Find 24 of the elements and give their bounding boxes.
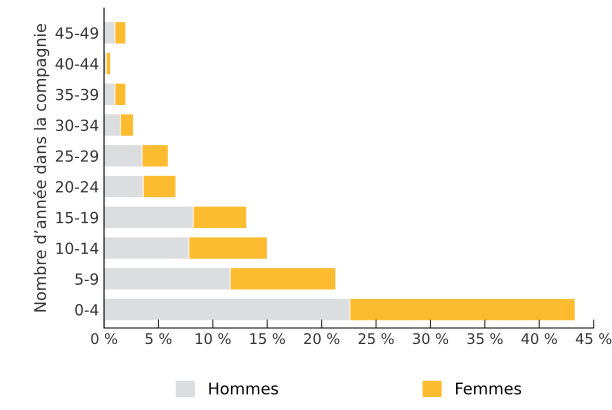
y-axis-title: Nombre d’année dans la compagnie xyxy=(33,24,50,312)
x-tick-label: 25 % xyxy=(358,333,394,344)
x-tick-label: 30 % xyxy=(413,333,448,344)
x-tick-label: 10 % xyxy=(196,333,231,344)
y-tick-label: 0-4 xyxy=(75,304,98,316)
legend-label: Femmes xyxy=(456,382,522,395)
x-tick-label: 0 % xyxy=(91,333,118,344)
y-tick-label: 5-9 xyxy=(75,273,98,285)
legend-label: Hommes xyxy=(209,382,278,395)
y-tick-label: 25-29 xyxy=(56,150,98,162)
y-tick-label: 40-44 xyxy=(56,58,98,70)
x-tick-label: 40 % xyxy=(521,333,557,344)
bar xyxy=(106,52,111,76)
x-tick-label: 5 % xyxy=(146,333,172,344)
x-tick-label: 45 % xyxy=(576,333,612,344)
x-tick-label: 35 % xyxy=(467,333,503,344)
y-tick-label: 30-34 xyxy=(56,120,98,132)
y-tick-label: 20-24 xyxy=(56,181,98,193)
y-tick-label: 15-19 xyxy=(56,212,98,224)
y-tick-label: 35-39 xyxy=(56,88,98,100)
y-tick-label: 10-14 xyxy=(56,242,98,254)
x-tick-label: 15 % xyxy=(250,333,285,344)
x-tick-label: 20 % xyxy=(304,333,340,344)
y-tick-label: 45-49 xyxy=(56,27,98,39)
